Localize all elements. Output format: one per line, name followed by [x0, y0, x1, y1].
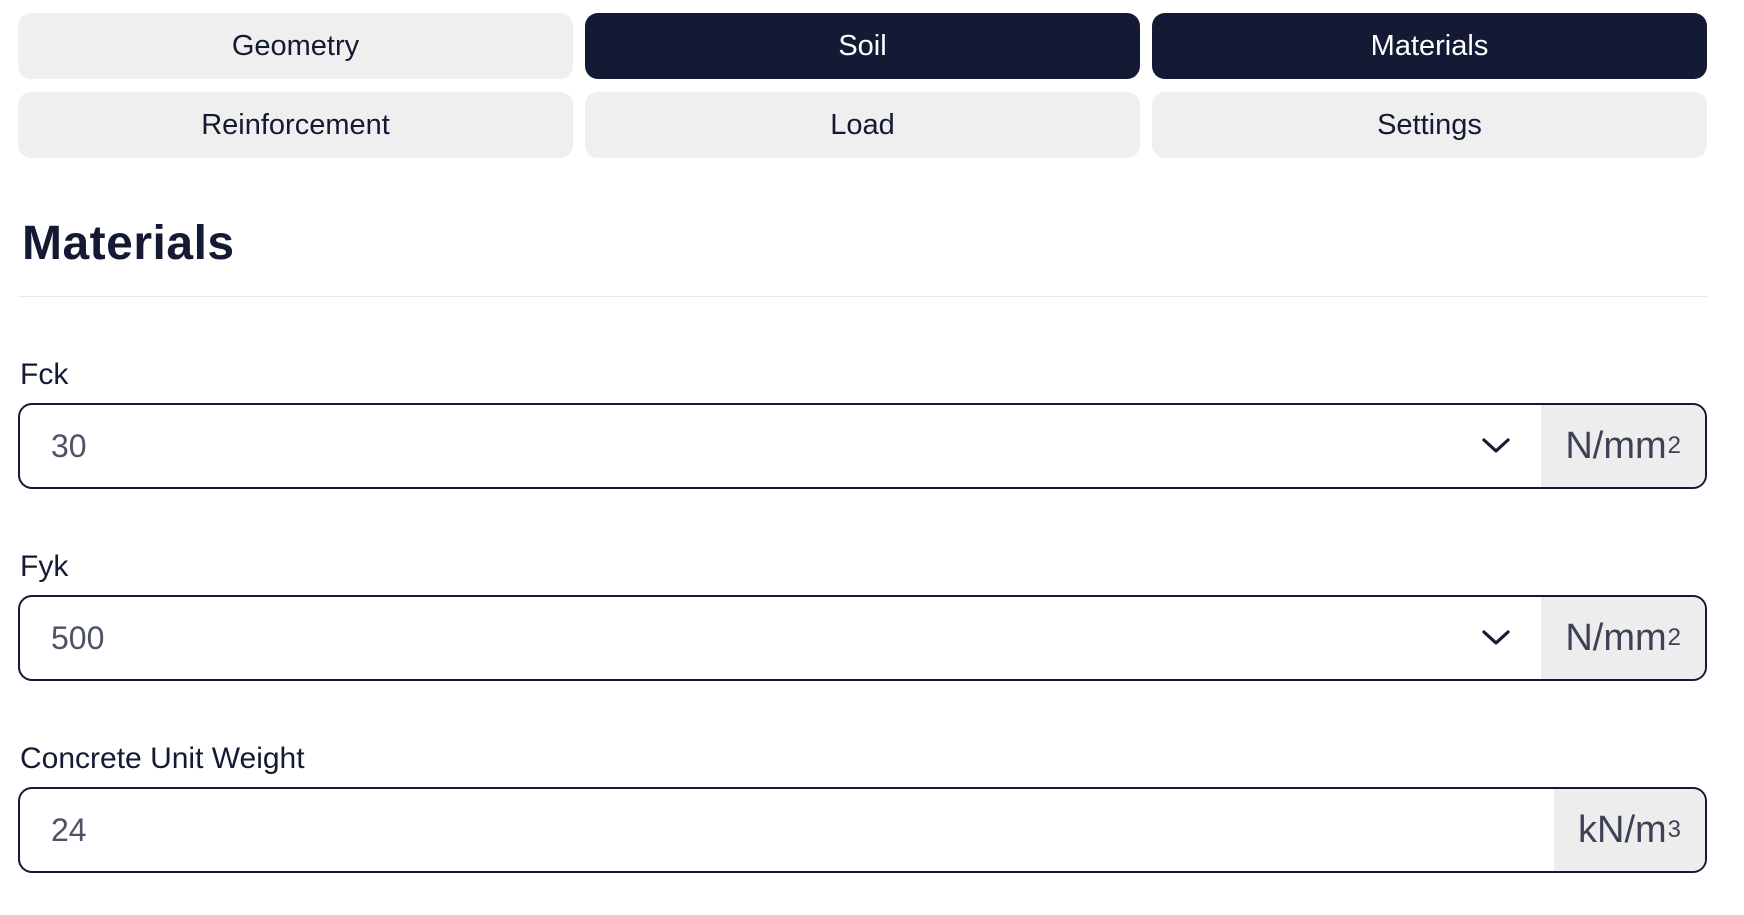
tab-bar: Geometry Soil Materials Reinforcement Lo…: [18, 13, 1707, 158]
fck-unit: N/mm 2: [1541, 405, 1705, 487]
concrete-unit-weight-label: Concrete Unit Weight: [20, 742, 305, 775]
fyk-field: Fyk 500 N/mm 2: [18, 552, 1707, 681]
fck-selected-value: 30: [51, 427, 87, 464]
fyk-select[interactable]: 500 N/mm 2: [18, 595, 1707, 681]
tab-soil[interactable]: Soil: [585, 13, 1140, 79]
tab-materials[interactable]: Materials: [1152, 13, 1707, 79]
fck-select[interactable]: 30 N/mm 2: [18, 403, 1707, 489]
concrete-unit-weight-unit-base: kN/m: [1578, 808, 1667, 851]
tab-load[interactable]: Load: [585, 92, 1140, 158]
materials-page: Geometry Soil Materials Reinforcement Lo…: [18, 13, 1707, 873]
fck-field: Fck 30 N/mm 2: [18, 360, 1707, 489]
fyk-unit: N/mm 2: [1541, 597, 1705, 679]
chevron-down-icon: [1482, 405, 1510, 487]
tab-reinforcement[interactable]: Reinforcement: [18, 92, 573, 158]
section-divider: [18, 296, 1707, 297]
fyk-selected-value: 500: [51, 619, 105, 656]
fck-label: Fck: [20, 358, 69, 391]
concrete-unit-weight-field: Concrete Unit Weight kN/m3: [18, 744, 1707, 873]
page-title: Materials: [22, 217, 235, 270]
tab-settings[interactable]: Settings: [1152, 92, 1707, 158]
fyk-unit-base: N/mm: [1565, 616, 1667, 659]
fyk-label: Fyk: [20, 550, 69, 583]
concrete-unit-weight-input-shell: kN/m3: [18, 787, 1707, 873]
concrete-unit-weight-input[interactable]: [20, 789, 1555, 871]
tab-geometry[interactable]: Geometry: [18, 13, 573, 79]
fck-unit-base: N/mm: [1565, 424, 1667, 467]
concrete-unit-weight-unit: kN/m 3: [1554, 789, 1705, 871]
chevron-down-icon: [1482, 597, 1510, 679]
